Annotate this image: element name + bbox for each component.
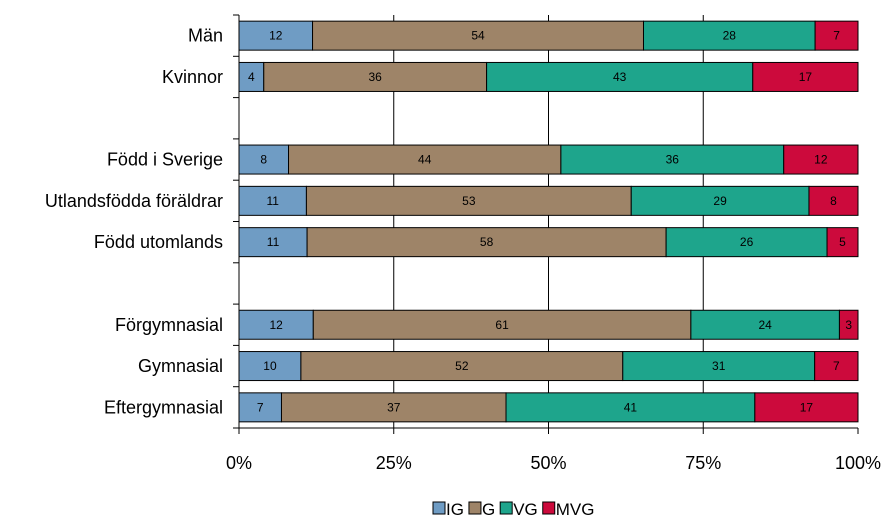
category-label: Utlandsfödda föräldrar — [45, 191, 223, 211]
bar-segment-vg — [560, 144, 785, 175]
legend-label: MVG — [556, 500, 595, 519]
category-labels: Män Kvinnor Född i Sverige Utlandsfödda för… — [45, 26, 223, 418]
bar-segment-vg — [505, 392, 756, 423]
bar-segment-mvg — [826, 227, 859, 258]
category-label: Män — [188, 26, 223, 46]
data-label: 5 — [839, 235, 846, 249]
x-tick-label: 50% — [530, 453, 566, 473]
bar-segment-ig — [238, 20, 314, 51]
data-label: 17 — [800, 400, 814, 414]
data-label: 43 — [613, 70, 627, 84]
data-label: 53 — [462, 194, 476, 208]
data-label: 26 — [740, 235, 754, 249]
category-label: Född i Sverige — [107, 150, 223, 170]
bars: 12 54 28 7 4 36 43 17 8 44 36 12 11 53 29 8 11 58 26 5 12 61 2… — [238, 20, 859, 423]
data-label: 10 — [263, 359, 277, 373]
bar-segment-vg — [630, 185, 810, 216]
bar-segment-vg — [642, 20, 816, 51]
data-label: 37 — [387, 400, 401, 414]
bar-segment-mvg — [752, 61, 859, 92]
bar-segment-g — [305, 185, 632, 216]
bar-segment-ig — [238, 392, 282, 423]
data-label: 28 — [723, 29, 737, 43]
data-label: 36 — [369, 70, 383, 84]
legend-label: IG — [446, 500, 464, 519]
data-label: 17 — [799, 70, 813, 84]
data-label: 7 — [257, 400, 264, 414]
data-label: 11 — [266, 194, 279, 208]
data-label: 31 — [712, 359, 726, 373]
bar-segment-g — [288, 144, 562, 175]
bar-segment-mvg — [754, 392, 859, 423]
data-label: 54 — [471, 29, 485, 43]
data-label: 3 — [845, 318, 852, 332]
data-label: 52 — [455, 359, 469, 373]
legend-swatch — [432, 501, 446, 515]
x-tick-label: 75% — [685, 453, 721, 473]
legend-swatch — [468, 501, 482, 515]
legend: IG G VG MVG — [432, 500, 595, 519]
data-label: 58 — [480, 235, 494, 249]
bar-segment-vg — [665, 227, 828, 258]
x-axis: 0% 25% 50% 75% 100% — [226, 14, 881, 473]
data-label: 7 — [833, 29, 840, 43]
data-label: 8 — [830, 194, 837, 208]
bar-segment-mvg — [814, 20, 859, 51]
data-label: 36 — [666, 153, 680, 167]
category-label: Gymnasial — [138, 356, 223, 376]
data-label: 7 — [833, 359, 840, 373]
bar-segment-vg — [690, 309, 840, 340]
legend-label: G — [482, 500, 495, 519]
x-tick-label: 25% — [376, 453, 412, 473]
x-tick-label: 100% — [835, 453, 881, 473]
legend-label: VG — [513, 500, 538, 519]
category-label: Kvinnor — [162, 67, 223, 87]
data-label: 4 — [248, 70, 255, 84]
bar-segment-mvg — [814, 351, 859, 382]
bar-segment-g — [263, 61, 488, 92]
data-label: 44 — [418, 153, 432, 167]
data-label: 12 — [269, 318, 283, 332]
bar-segment-vg — [486, 61, 754, 92]
data-label: 12 — [269, 29, 283, 43]
bar-segment-mvg — [783, 144, 859, 175]
data-label: 11 — [267, 235, 280, 249]
data-label: 41 — [624, 400, 638, 414]
category-label: Född utomlands — [94, 232, 223, 252]
bar-segment-ig — [238, 144, 290, 175]
data-label: 8 — [260, 153, 267, 167]
bar-segment-g — [312, 309, 692, 340]
x-tick-label: 0% — [226, 453, 252, 473]
category-label: Eftergymnasial — [104, 397, 223, 417]
bar-segment-ig — [238, 227, 308, 258]
bar-segment-vg — [622, 351, 816, 382]
legend-swatch — [542, 501, 556, 515]
bar-segment-mvg — [838, 309, 859, 340]
data-label: 24 — [758, 318, 772, 332]
legend-swatch — [499, 501, 513, 515]
data-label: 12 — [814, 153, 828, 167]
category-label: Förgymnasial — [115, 315, 223, 335]
bar-segment-mvg — [808, 185, 859, 216]
data-label: 61 — [495, 318, 509, 332]
data-label: 29 — [713, 194, 727, 208]
bar-segment-g — [280, 392, 507, 423]
